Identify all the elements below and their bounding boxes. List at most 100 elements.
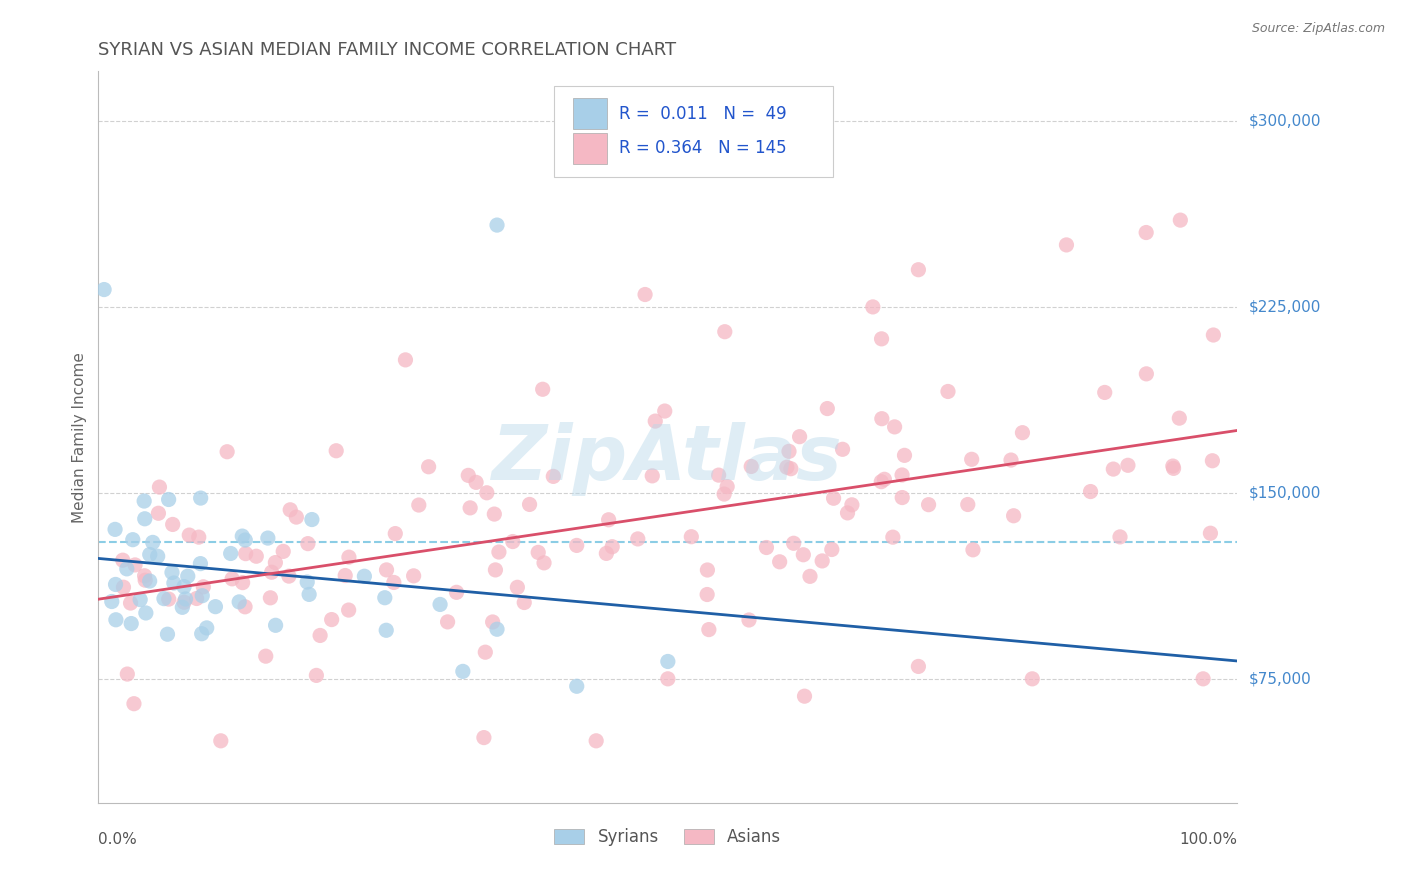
Point <box>298 587 321 601</box>
Point <box>769 555 792 569</box>
Point <box>233 533 256 547</box>
Point <box>779 461 801 475</box>
Point <box>190 491 212 505</box>
Point <box>907 262 929 277</box>
Point <box>891 467 914 482</box>
Point <box>190 626 212 640</box>
Point <box>465 475 488 490</box>
Point <box>1109 530 1132 544</box>
Point <box>657 655 679 669</box>
Point <box>408 498 430 512</box>
Point <box>907 659 929 673</box>
Point <box>135 606 157 620</box>
Point <box>870 411 893 425</box>
Point <box>862 300 884 314</box>
Point <box>543 469 565 483</box>
Point <box>374 591 396 605</box>
Point <box>112 580 135 594</box>
FancyBboxPatch shape <box>574 133 607 163</box>
Point <box>120 616 142 631</box>
Point <box>193 580 215 594</box>
Point <box>301 512 323 526</box>
Point <box>285 510 308 524</box>
Point <box>134 568 156 582</box>
Point <box>111 553 134 567</box>
Point <box>600 540 623 554</box>
Point <box>297 536 319 550</box>
Point <box>713 487 735 501</box>
Point <box>134 512 156 526</box>
Point <box>696 587 718 601</box>
Point <box>472 731 495 745</box>
Point <box>122 697 145 711</box>
Point <box>337 550 360 565</box>
Point <box>375 563 398 577</box>
Point <box>190 557 212 571</box>
Point <box>160 566 183 580</box>
Point <box>481 615 503 629</box>
Point <box>841 498 863 512</box>
Point <box>142 535 165 549</box>
Point <box>325 443 347 458</box>
Text: ZipAtlas: ZipAtlas <box>492 422 844 496</box>
Point <box>502 534 524 549</box>
Point <box>962 542 984 557</box>
Point <box>782 536 804 550</box>
Point <box>375 624 398 638</box>
Point <box>259 591 281 605</box>
Point <box>716 480 738 494</box>
Point <box>457 468 479 483</box>
Point <box>506 580 529 594</box>
Point <box>232 575 254 590</box>
Point <box>681 530 703 544</box>
Point <box>173 595 195 609</box>
Point <box>486 622 509 636</box>
Point <box>565 679 588 693</box>
Point <box>104 577 127 591</box>
Point <box>209 734 232 748</box>
Point <box>837 506 859 520</box>
Point <box>384 526 406 541</box>
Point <box>120 596 142 610</box>
Point <box>956 498 979 512</box>
Point <box>960 452 983 467</box>
Point <box>458 500 481 515</box>
Point <box>474 645 496 659</box>
Text: Source: ZipAtlas.com: Source: ZipAtlas.com <box>1251 22 1385 36</box>
Text: $75,000: $75,000 <box>1249 672 1312 686</box>
Point <box>204 599 226 614</box>
Point <box>1021 672 1043 686</box>
Point <box>115 562 138 576</box>
Point <box>382 575 405 590</box>
Point <box>139 548 162 562</box>
Point <box>799 569 821 583</box>
Point <box>394 352 416 367</box>
Text: R =  0.011   N =  49: R = 0.011 N = 49 <box>619 104 786 123</box>
Point <box>121 533 143 547</box>
Point <box>233 599 256 614</box>
Point <box>821 542 844 557</box>
Point <box>228 595 250 609</box>
Point <box>793 689 815 703</box>
Point <box>831 442 853 457</box>
Point <box>1161 459 1184 474</box>
Point <box>595 546 617 560</box>
Point <box>1192 672 1215 686</box>
Point <box>309 628 332 642</box>
Point <box>1002 508 1025 523</box>
Point <box>277 569 299 583</box>
Point <box>93 283 115 297</box>
Point <box>1201 454 1223 468</box>
Point <box>1011 425 1033 440</box>
Point <box>321 613 343 627</box>
Text: $225,000: $225,000 <box>1249 300 1320 314</box>
Point <box>104 613 127 627</box>
Point <box>254 649 277 664</box>
Point <box>157 592 180 607</box>
Point <box>271 544 294 558</box>
Point <box>278 503 301 517</box>
Point <box>148 480 170 494</box>
Point <box>264 556 287 570</box>
Point <box>776 460 799 475</box>
Point <box>740 459 762 474</box>
